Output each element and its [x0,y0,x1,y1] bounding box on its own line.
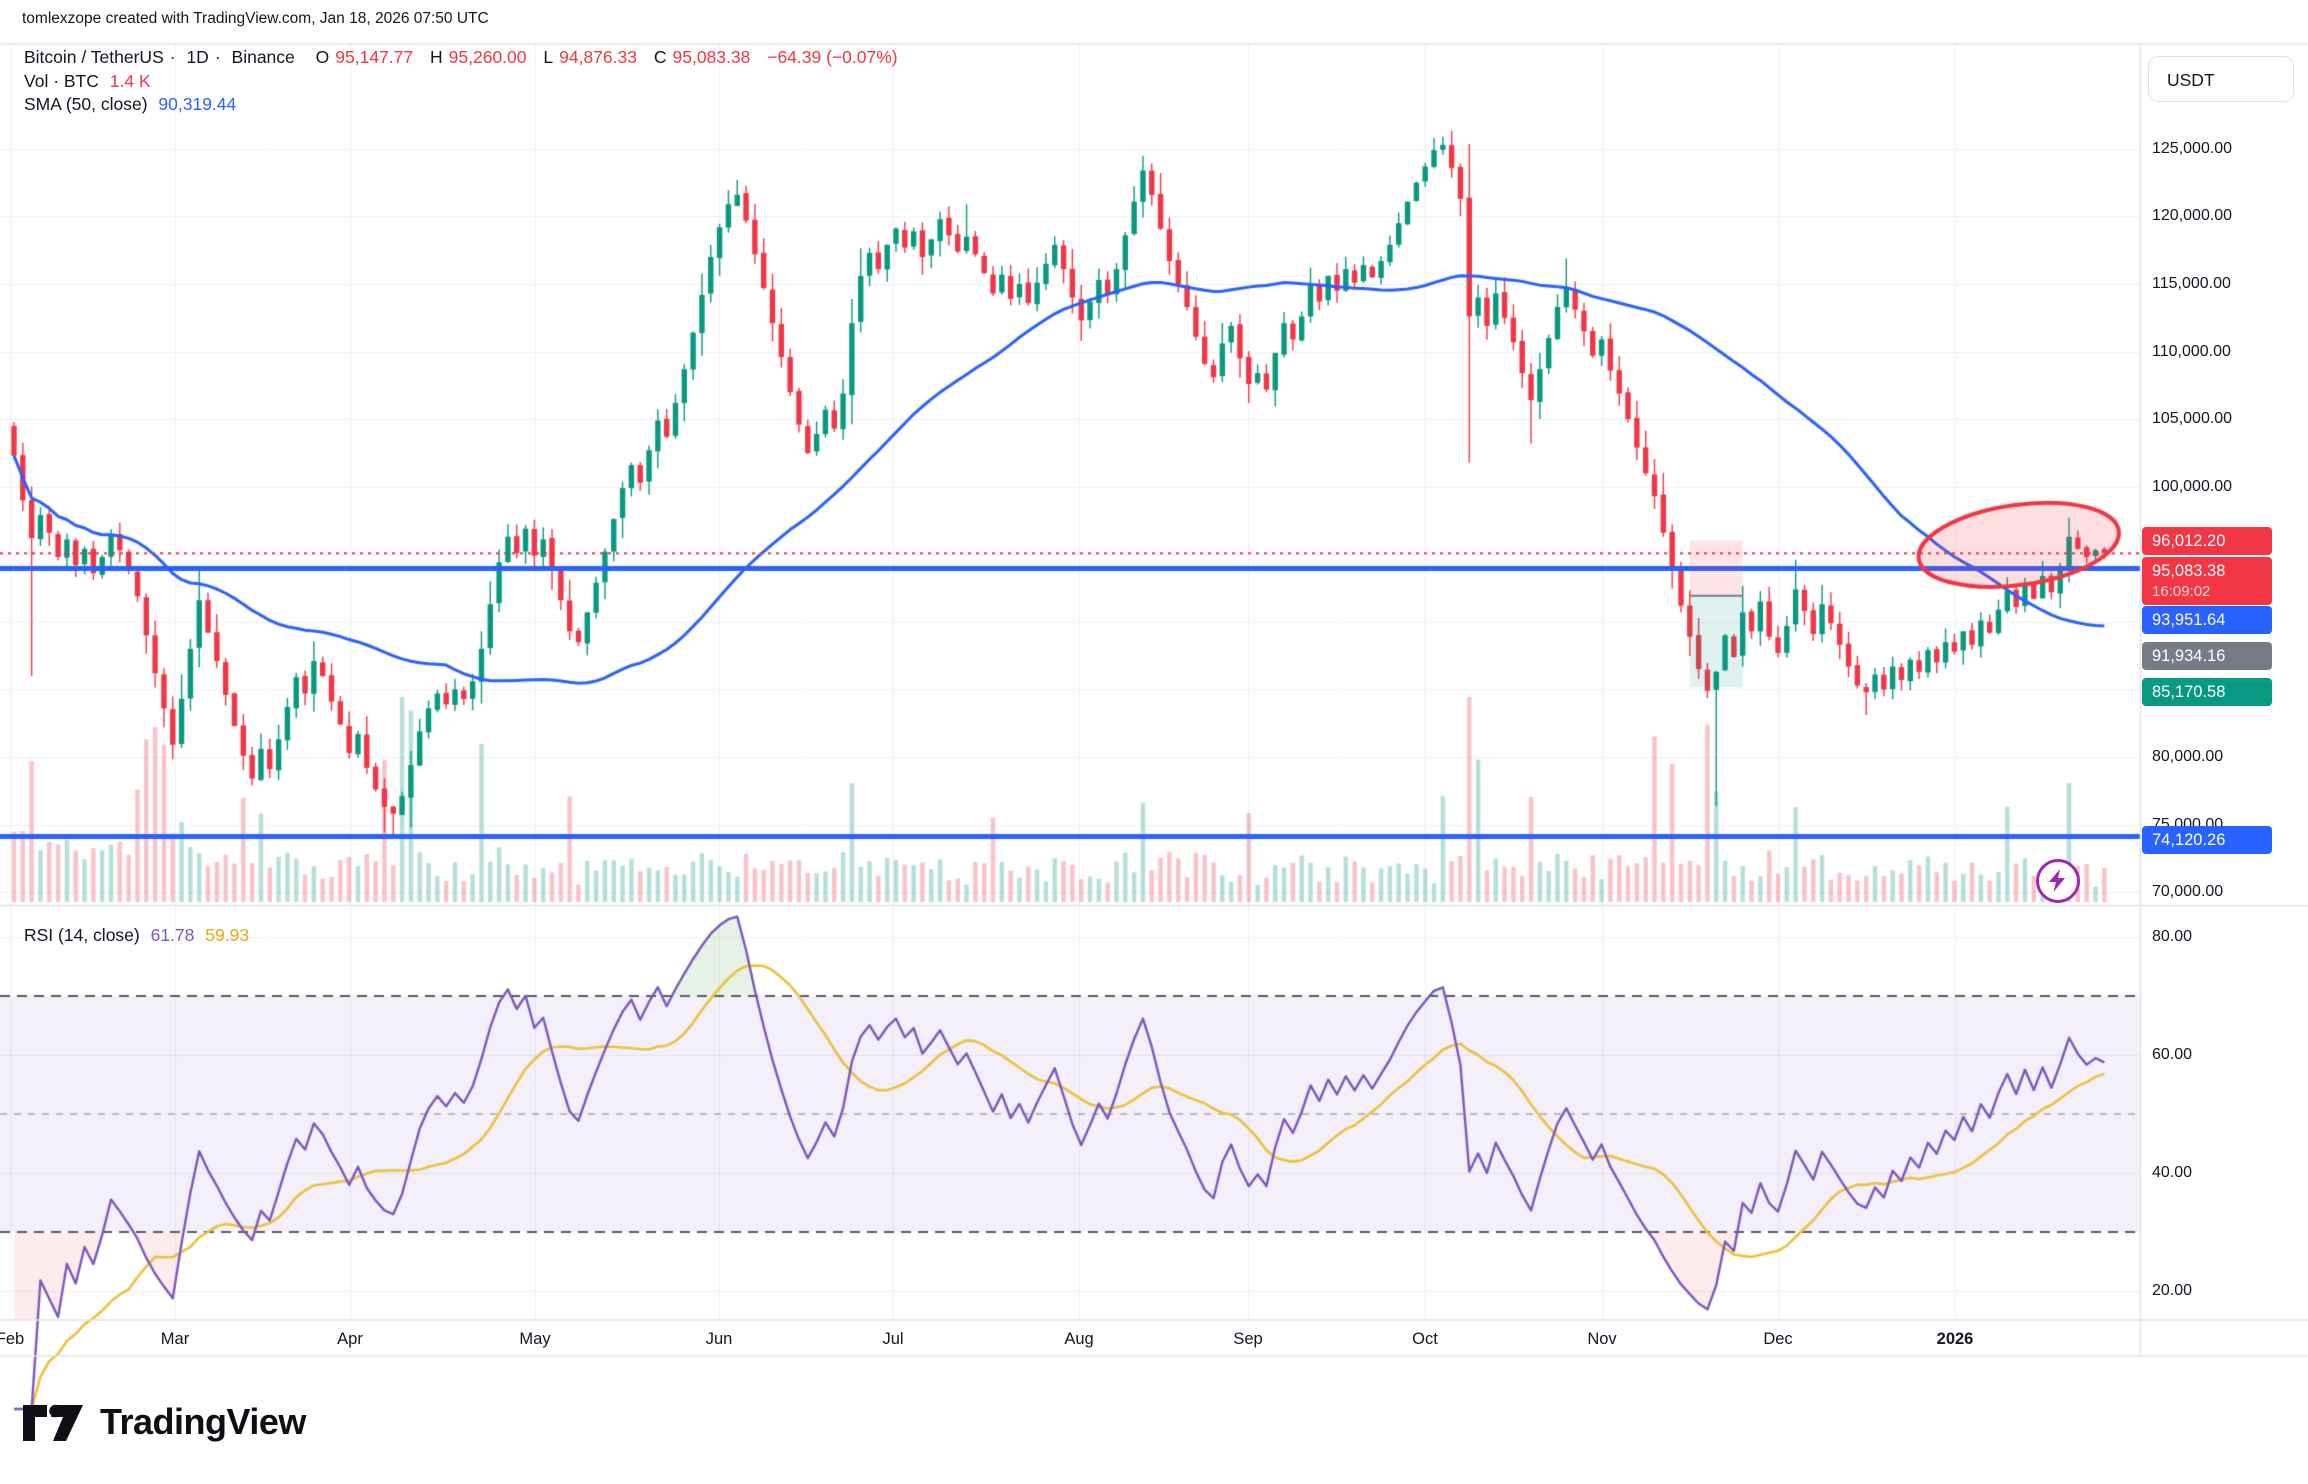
rsi-tick-40: 40.00 [2152,1164,2193,1181]
price-tick-115000: 115,000.00 [2152,275,2231,293]
short-entry-label: 91,934.16 [2142,642,2272,670]
price-tick-105000: 105,000.00 [2152,410,2233,428]
month-label-Apr: Apr [337,1330,363,1348]
open-value: 95,147.77 [335,47,414,67]
sma-value: 90,319.44 [158,94,237,114]
currency-unit-button[interactable]: USDT [2148,56,2294,102]
symbol-name: Bitcoin / TetherUS [24,47,164,67]
price-tick-70000: 70,000.00 [2152,883,2224,901]
low-value: 94,876.33 [559,47,637,67]
month-label-Dec: Dec [1763,1330,1793,1348]
short-target-label: 85,170.58 [2142,678,2272,706]
tradingview-logo-icon [23,1404,83,1441]
time-axis-labels: Feb Mar Apr May Jun Jul Aug Sep Oct Nov Dec 2026 [0,1320,2140,1360]
footer-brand: TradingView [22,1396,306,1448]
hline-lower-label: 74,120.26 [2142,826,2272,854]
low-label: L [543,47,554,67]
close-label: C [653,47,667,67]
month-label-Oct: Oct [1412,1330,1438,1348]
close-value: 95,083.38 [672,47,751,67]
volume-value: 1.4 K [109,71,151,91]
month-label-May: May [519,1330,551,1348]
volume-legend-row: Vol · BTC 1.4 K [24,71,157,92]
month-label-2026: 2026 [1936,1330,1974,1348]
hline-upper-label: 93,951.64 [2142,606,2272,634]
short-stop-label: 96,012.20 [2142,527,2272,555]
month-label-Jul: Jul [882,1330,904,1348]
rsi-value: 61.78 [150,925,195,945]
rsi-label: RSI (14, close) [24,925,140,945]
quick-trade-button[interactable] [2036,859,2080,903]
rsi-tick-80: 80.00 [2152,928,2193,945]
interval-label: 1D [186,47,209,67]
lightning-icon [2049,869,2065,892]
month-label-Sep: Sep [1233,1330,1263,1348]
brand-name: TradingView [100,1401,306,1442]
rsi-tick-60: 60.00 [2152,1046,2193,1063]
rsi-ma-value: 59.93 [205,925,250,945]
price-tick-125000: 125,000.00 [2152,139,2233,157]
month-label-Aug: Aug [1064,1330,1094,1348]
month-label-Mar: Mar [160,1330,190,1348]
last-price-label: 95,083.38 16:09:02 [2142,557,2272,605]
month-label-Jun: Jun [705,1330,733,1348]
month-label-Feb: Feb [0,1330,25,1348]
rsi-tick-20: 20.00 [2152,1282,2193,1299]
price-tick-100000: 100,000.00 [2152,477,2233,495]
price-tick-120000: 120,000.00 [2152,207,2233,225]
month-label-Nov: Nov [1587,1330,1617,1348]
symbol-legend-row: Bitcoin / TetherUS · 1D · Binance O 95,147.… [24,47,898,67]
sma-label: SMA (50, close) [24,94,148,114]
rsi-legend-row: RSI (14, close) 61.78 59.93 [24,925,255,946]
change-value: −64.39 (−0.07%) [767,47,898,67]
high-value: 95,260.00 [448,47,527,67]
price-tick-110000: 110,000.00 [2152,342,2231,360]
sma-legend-row: SMA (50, close) 90,319.44 [24,94,242,115]
exchange-label: Binance [231,47,295,67]
volume-label: Vol · BTC [24,71,99,91]
price-tick-80000: 80,000.00 [2152,748,2224,765]
open-label: O [315,47,330,67]
attribution-text: tomlexzope created with TradingView.com,… [22,10,489,27]
high-label: H [430,47,443,67]
